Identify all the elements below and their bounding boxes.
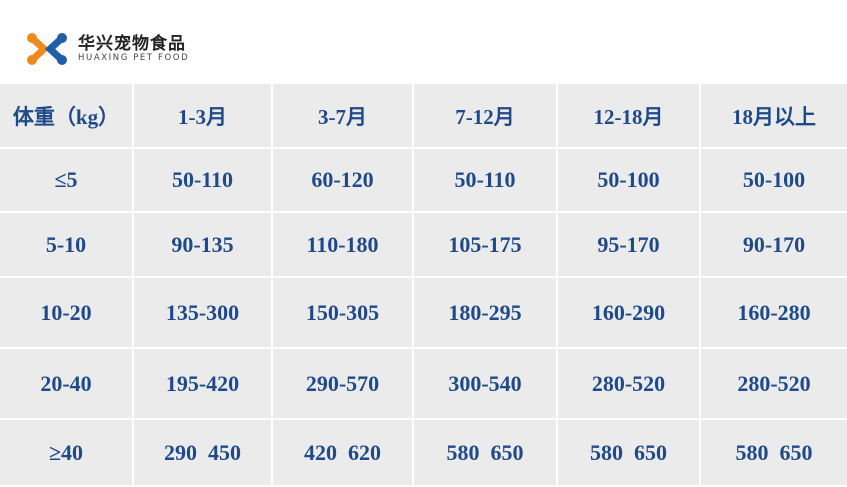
table-cell: 105-175 (412, 211, 558, 278)
weight-cell: ≤5 (0, 147, 134, 213)
table-cell: 50-100 (699, 147, 847, 213)
brand-name-en: HUAXING PET FOOD (78, 53, 190, 63)
table-cell: 580 650 (556, 418, 701, 487)
table-cell: 110-180 (271, 211, 414, 278)
brand-name-cn: 华兴宠物食品 (78, 34, 186, 54)
table-cell: 160-280 (699, 276, 847, 349)
table-cell: 50-100 (556, 147, 701, 213)
table-row: ≥40 290 450 420 620 580 650 580 650 580 … (0, 418, 847, 487)
table-cell: 90-170 (699, 211, 847, 278)
bone-logo-icon (27, 33, 67, 65)
table-cell: 60-120 (271, 147, 414, 213)
table-cell: 580 650 (699, 418, 847, 487)
table-cell: 195-420 (132, 347, 273, 420)
weight-cell: ≥40 (0, 418, 134, 487)
table-cell: 300-540 (412, 347, 558, 420)
header-cell: 18月以上 (699, 82, 847, 149)
table-cell: 280-520 (699, 347, 847, 420)
header-cell: 3-7月 (271, 82, 414, 149)
header-cell: 7-12月 (412, 82, 558, 149)
table-header-row: 体重（kg） 1-3月 3-7月 7-12月 12-18月 18月以上 (0, 82, 847, 149)
header-cell: 1-3月 (132, 82, 273, 149)
table-cell: 290 450 (132, 418, 273, 487)
table-cell: 290-570 (271, 347, 414, 420)
header: 华兴宠物食品 HUAXING PET FOOD (0, 0, 847, 82)
table-cell: 180-295 (412, 276, 558, 349)
weight-cell: 5-10 (0, 211, 134, 278)
header-cell: 12-18月 (556, 82, 701, 149)
table-cell: 50-110 (412, 147, 558, 213)
header-cell: 体重（kg） (0, 82, 134, 149)
table-cell: 420 620 (271, 418, 414, 487)
feeding-table: 体重（kg） 1-3月 3-7月 7-12月 12-18月 18月以上 ≤5 5… (0, 82, 847, 487)
table-cell: 95-170 (556, 211, 701, 278)
table-row: 20-40 195-420 290-570 300-540 280-520 28… (0, 347, 847, 420)
weight-cell: 10-20 (0, 276, 134, 349)
table-row: 10-20 135-300 150-305 180-295 160-290 16… (0, 276, 847, 349)
table-cell: 580 650 (412, 418, 558, 487)
table-cell: 150-305 (271, 276, 414, 349)
table-cell: 280-520 (556, 347, 701, 420)
table-cell: 90-135 (132, 211, 273, 278)
weight-cell: 20-40 (0, 347, 134, 420)
table-row: 5-10 90-135 110-180 105-175 95-170 90-17… (0, 211, 847, 278)
brand-logo: 华兴宠物食品 HUAXING PET FOOD (26, 32, 189, 66)
table-cell: 135-300 (132, 276, 273, 349)
table-row: ≤5 50-110 60-120 50-110 50-100 50-100 (0, 147, 847, 213)
table-cell: 50-110 (132, 147, 273, 213)
table-cell: 160-290 (556, 276, 701, 349)
